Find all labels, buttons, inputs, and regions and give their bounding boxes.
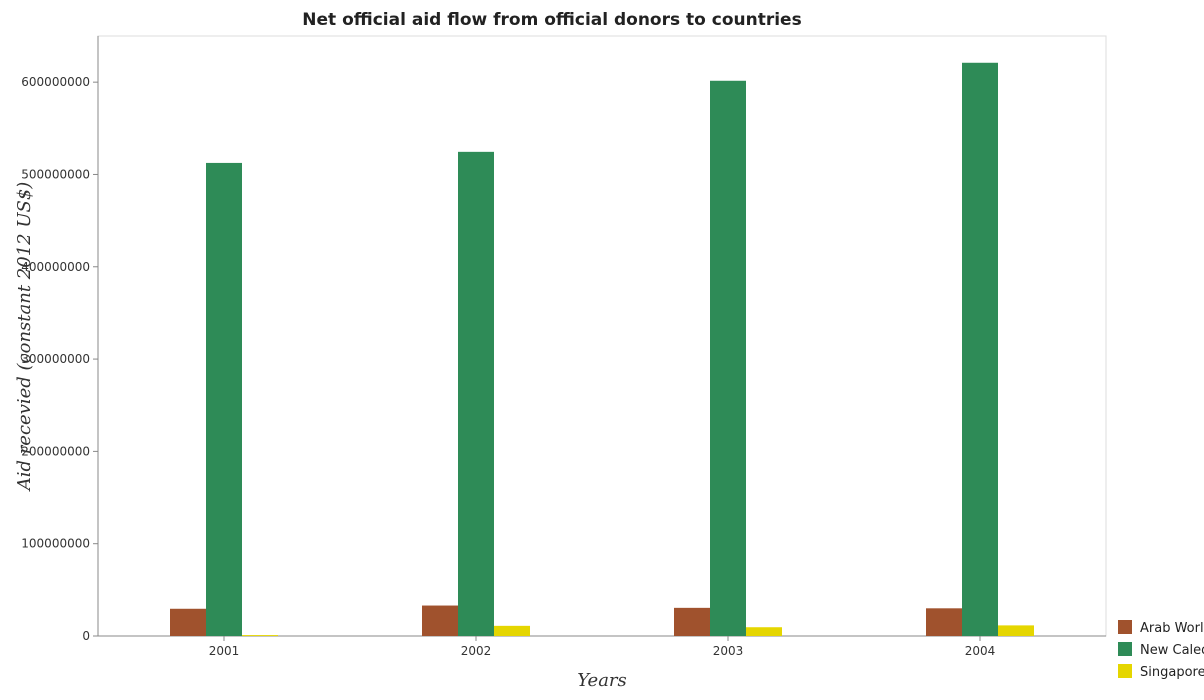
x-axis-label: Years [577,670,627,691]
legend-swatch [1118,664,1132,678]
x-tick-label: 2004 [965,644,996,658]
legend-label: Singapore [1140,665,1204,680]
bars [170,62,1034,637]
y-axis: 0 100000000 200000000 300000000 400000000 500… [21,36,99,643]
x-tick-label: 2001 [209,644,240,658]
x-tick-label: 2003 [713,644,744,658]
bar-arab-world-2002 [422,605,458,636]
bar-singapore-2001 [242,635,278,636]
legend-label: Arab World [1140,621,1204,636]
bar-arab-world-2004 [926,608,962,636]
bar-new-caledonia-2002 [458,151,494,636]
chart-title: Net official aid flow from official dono… [302,10,801,30]
bar-singapore-2003 [746,627,782,636]
y-tick-label: 500000000 [21,167,90,181]
y-tick-label: 100000000 [21,537,90,551]
bar-arab-world-2003 [674,607,710,636]
bar-singapore-2004 [998,625,1034,636]
x-tick-label: 2002 [461,644,492,658]
y-tick-label: 400000000 [21,260,90,274]
bar-new-caledonia-2003 [710,80,746,637]
y-tick-label: 0 [82,629,90,643]
y-tick-label: 200000000 [21,444,90,458]
legend: Arab World New Caledonia Singapore [1118,620,1204,680]
y-tick-label: 600000000 [21,75,90,89]
bar-arab-world-2001 [170,608,206,636]
y-tick-label: 300000000 [21,352,90,366]
bar-new-caledonia-2004 [962,62,998,637]
bar-singapore-2002 [494,625,530,636]
x-axis: 2001 2002 2003 2004 [98,635,1106,658]
legend-swatch [1118,642,1132,656]
plot-area [97,35,1107,637]
bar-new-caledonia-2001 [206,162,242,636]
legend-label: New Caledonia [1140,643,1204,658]
legend-swatch [1118,620,1132,634]
y-axis-label: Aid recevied (constant 2012 US$) [14,182,35,493]
